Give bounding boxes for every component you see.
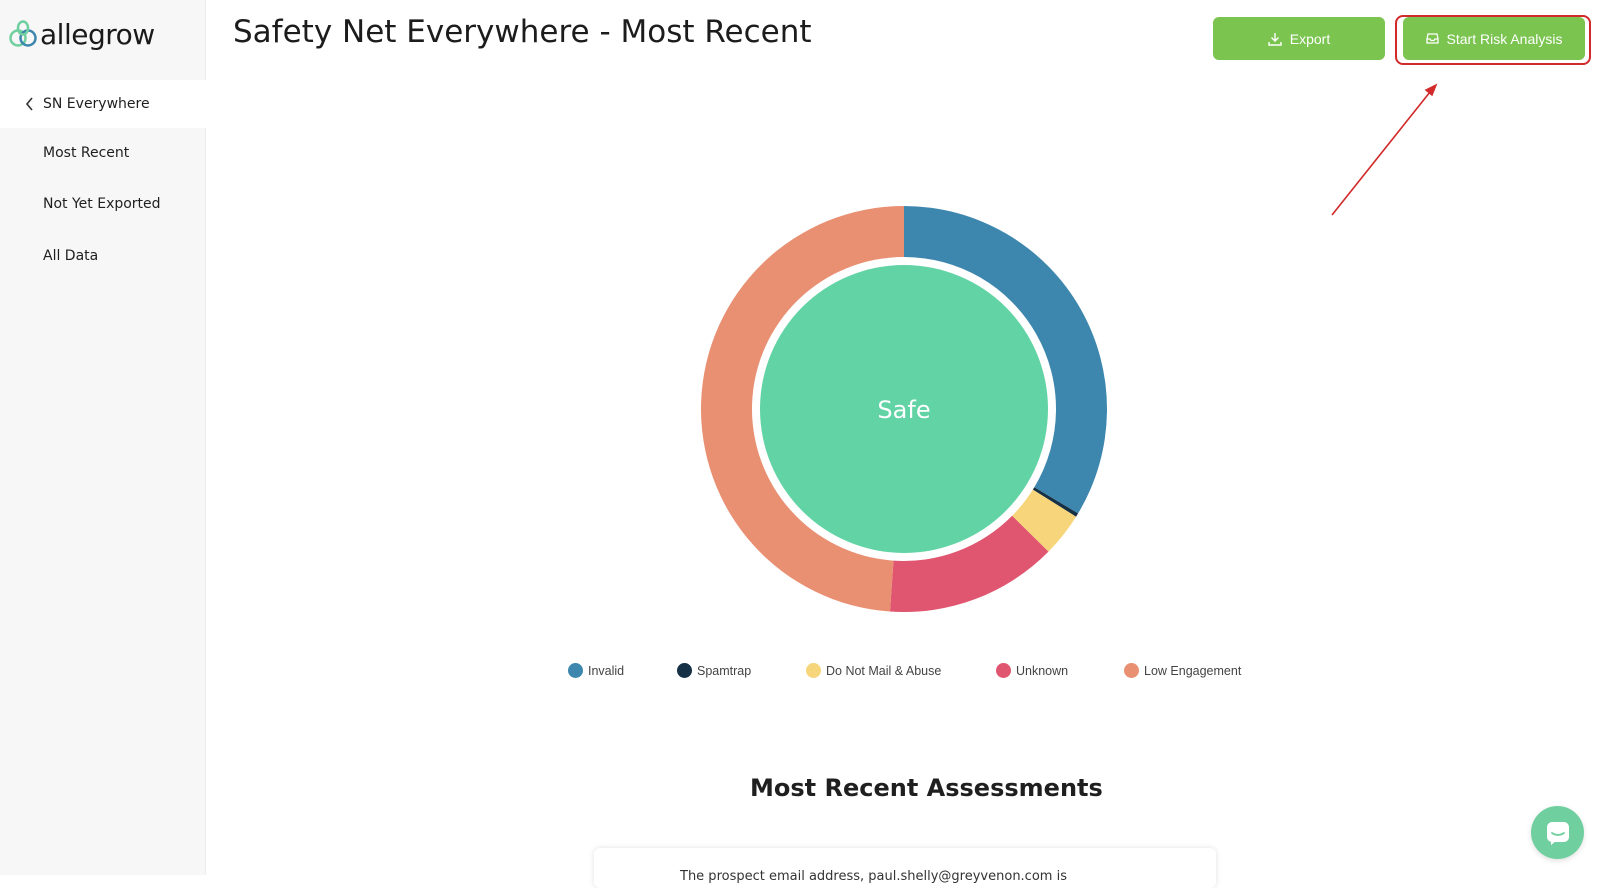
sidebar: allegrow SN Everywhere Most Recent Not Y… bbox=[0, 0, 206, 875]
sidebar-item-most-recent[interactable]: Most Recent bbox=[43, 145, 130, 161]
assessments-title: Most Recent Assessments bbox=[750, 774, 1103, 802]
chat-icon bbox=[1546, 821, 1569, 845]
legend-item-invalid[interactable]: Invalid bbox=[568, 663, 624, 678]
sidebar-back-sn-everywhere[interactable]: SN Everywhere bbox=[0, 80, 206, 128]
donut-slice-unknown[interactable] bbox=[889, 515, 1049, 612]
sidebar-item-not-yet-exported[interactable]: Not Yet Exported bbox=[43, 196, 161, 212]
legend-swatch bbox=[1124, 663, 1139, 678]
donut-slice-spamtrap[interactable] bbox=[1032, 487, 1079, 517]
legend-swatch bbox=[677, 663, 692, 678]
assessment-card-text: The prospect email address, paul.shelly@… bbox=[680, 869, 1067, 884]
donut-slice-low-engagement[interactable] bbox=[701, 206, 904, 612]
export-label: Export bbox=[1289, 30, 1331, 47]
legend-swatch bbox=[806, 663, 821, 678]
legend-label: Invalid bbox=[588, 663, 625, 678]
allegrow-logo-icon bbox=[9, 20, 37, 47]
legend-swatch bbox=[996, 663, 1011, 678]
chart-legend: Invalid Spamtrap Do Not Mail & Abuse Unknow… bbox=[0, 663, 1600, 683]
inbox-icon bbox=[1425, 33, 1439, 44]
sidebar-item-all-data[interactable]: All Data bbox=[43, 248, 99, 264]
assessment-card[interactable]: The prospect email address, paul.shelly@… bbox=[594, 848, 1216, 888]
allegrow-logo[interactable]: allegrow bbox=[9, 14, 155, 54]
legend-label: Unknown bbox=[1016, 663, 1069, 678]
donut-ring bbox=[701, 206, 1107, 612]
page-title: Safety Net Everywhere - Most Recent bbox=[233, 14, 812, 50]
download-icon bbox=[1268, 32, 1282, 46]
donut-slice-do-not-mail-abuse[interactable] bbox=[1012, 489, 1077, 552]
chevron-left-icon bbox=[18, 92, 42, 116]
legend-swatch bbox=[568, 663, 583, 678]
sidebar-back-label: SN Everywhere bbox=[43, 96, 150, 112]
legend-item-do-not-mail-abuse[interactable]: Do Not Mail & Abuse bbox=[806, 663, 941, 678]
legend-label: Spamtrap bbox=[697, 663, 752, 678]
chat-launcher-button[interactable] bbox=[1531, 806, 1584, 859]
legend-item-low-engagement[interactable]: Low Engagement bbox=[1124, 663, 1241, 678]
export-button[interactable]: Export bbox=[1213, 17, 1385, 60]
donut-slice-invalid[interactable] bbox=[904, 206, 1107, 514]
logo-text: allegrow bbox=[40, 17, 155, 51]
legend-label: Low Engagement bbox=[1144, 663, 1242, 678]
safe-label: Safe bbox=[877, 396, 930, 424]
legend-item-spamtrap[interactable]: Spamtrap bbox=[677, 663, 751, 678]
legend-label: Do Not Mail & Abuse bbox=[826, 663, 942, 678]
start-risk-analysis-label: Start Risk Analysis bbox=[1446, 30, 1563, 47]
safe-circle[interactable] bbox=[760, 265, 1048, 553]
start-risk-analysis-button[interactable]: Start Risk Analysis bbox=[1403, 17, 1585, 60]
legend-item-unknown[interactable]: Unknown bbox=[996, 663, 1068, 678]
